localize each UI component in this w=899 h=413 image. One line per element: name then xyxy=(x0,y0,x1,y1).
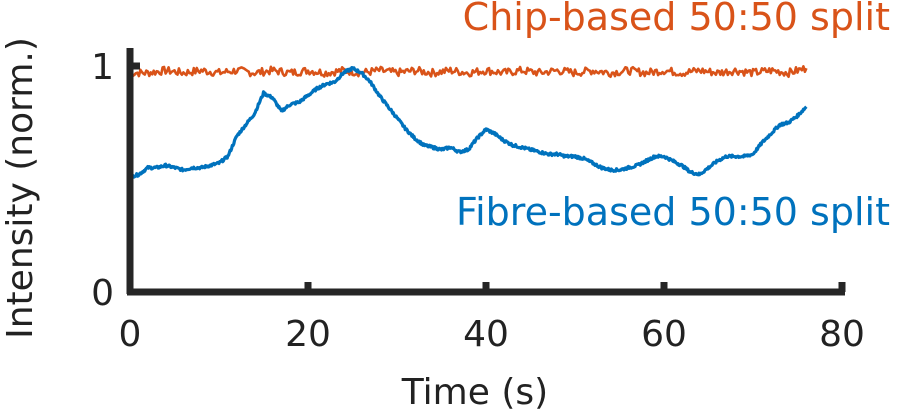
x-tick-label: 0 xyxy=(119,314,142,355)
tick-labels: 0 20 40 60 80 0 1 xyxy=(91,47,865,355)
chip-series-label: Chip-based 50:50 split xyxy=(463,0,890,39)
x-tick-label: 80 xyxy=(819,314,865,355)
axes xyxy=(126,48,846,296)
x-tick-label: 60 xyxy=(641,314,687,355)
y-tick-label: 1 xyxy=(91,47,114,88)
fibre-series-line xyxy=(129,65,808,180)
y-tick-label: 0 xyxy=(91,273,114,314)
y-axis-label: Intensity (norm.) xyxy=(0,37,41,339)
chip-series-line xyxy=(129,65,808,78)
x-axis-label: Time (s) xyxy=(401,372,548,413)
fibre-series-label: Fibre-based 50:50 split xyxy=(456,190,890,234)
x-tick-label: 40 xyxy=(463,314,509,355)
x-tick-label: 20 xyxy=(285,314,331,355)
series-lines xyxy=(129,65,808,180)
